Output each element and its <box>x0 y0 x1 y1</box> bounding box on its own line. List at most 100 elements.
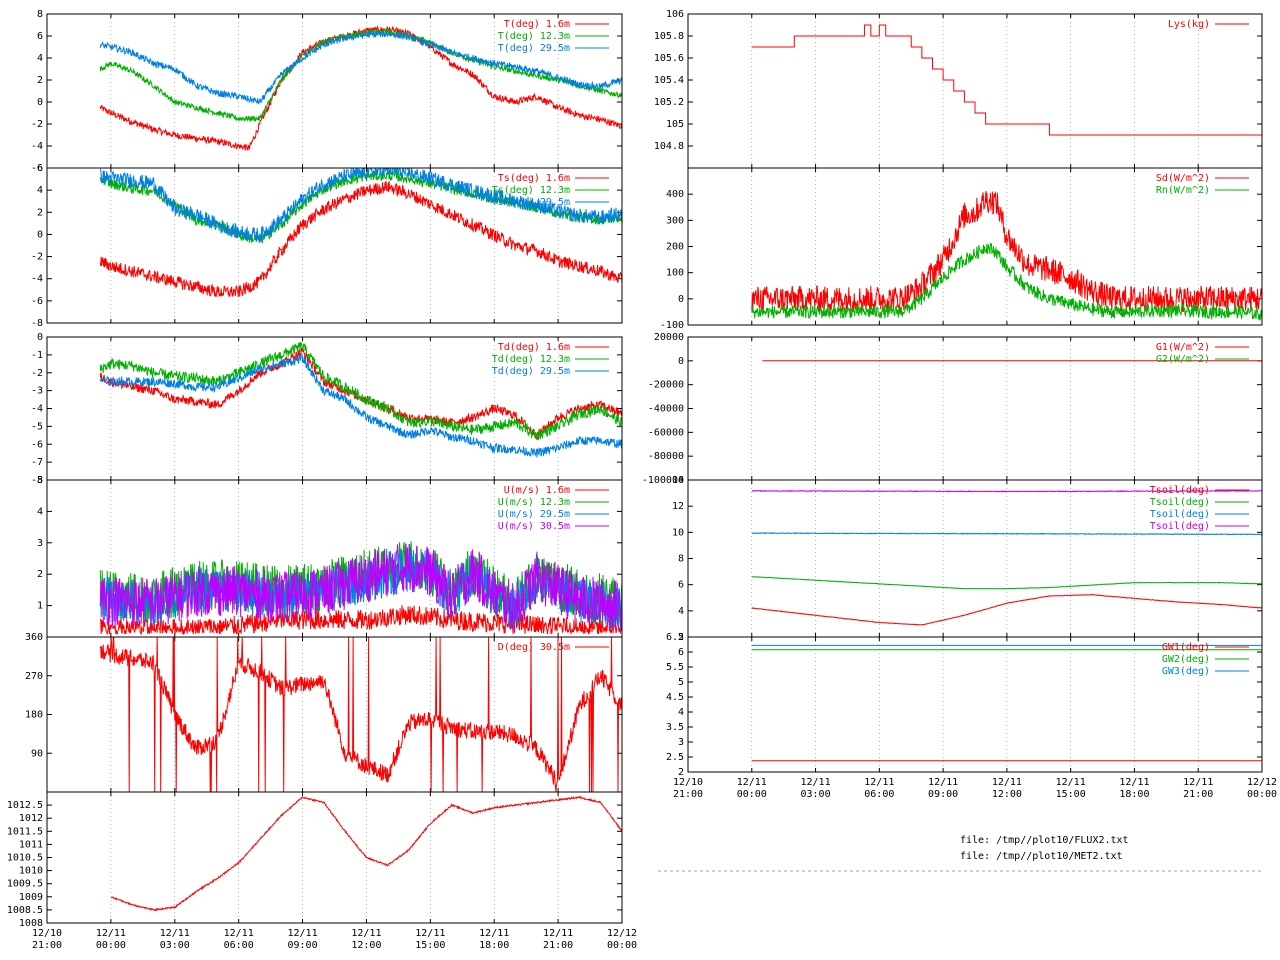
x-tick-label-time: 21:00 <box>673 789 703 800</box>
plot-area: -6 -4 -2 0 2 4 6 8 T(deg) 1.6mT(deg) 12.3mT(deg)… <box>7 9 1277 951</box>
y-tick-label: -2 <box>31 368 43 379</box>
y-tick-label: 0 <box>37 229 43 240</box>
legend-label: U(m/s) 30.5m <box>498 521 570 532</box>
series-pressure-0 <box>110 795 622 912</box>
y-tick-label: -8 <box>31 475 43 486</box>
x-tick-label-time: 09:00 <box>288 940 318 951</box>
series-soil-temp-3 <box>751 489 1262 493</box>
file-label-flux: file: /tmp//plot10/FLUX2.txt <box>960 835 1129 846</box>
y-tick-label: -2 <box>31 252 43 263</box>
series-soil-temp-2 <box>751 532 1262 536</box>
y-tick-label: 2 <box>37 569 43 580</box>
legend-label: GW2(deg) <box>1162 654 1210 665</box>
series-wind-speed-0 <box>99 605 622 636</box>
series-radiation-0 <box>751 190 1262 312</box>
chart-soil-temp: 2468101214Tsoil(deg)Tsoil(deg)Tsoil(deg)… <box>672 475 1263 643</box>
y-tick-label: -4 <box>31 141 43 152</box>
y-tick-label: 1009 <box>19 892 43 903</box>
series-wind-dir-0 <box>99 637 622 792</box>
y-tick-label: 90 <box>31 748 43 759</box>
y-tick-label: 100 <box>666 268 684 279</box>
y-tick-label: 400 <box>666 189 684 200</box>
y-tick-label: -8 <box>31 318 43 329</box>
y-tick-label: 0 <box>678 294 684 305</box>
legend-label: U(m/s) 12.3m <box>498 497 570 508</box>
chart-wind-speed: 1 2 3 4 5 U(m/s) 1.6mU(m/s) 12.3mU(m/s) 29.5m… <box>37 475 623 638</box>
x-tick-label-date: 12/11 <box>737 777 767 788</box>
y-tick-label: -40000 <box>648 404 684 415</box>
legend-label: GW3(deg) <box>1162 666 1210 677</box>
chart-wind-dir: 90 180 270 360 D(deg) 30.5m <box>25 632 623 793</box>
chart-lys: 104.8 105 105.2 105.4 105.6 105.8 106 Lys(kg) <box>654 9 1263 169</box>
y-tick-label: 2 <box>37 75 43 86</box>
series-lys-0 <box>751 24 1262 136</box>
y-tick-label: 105 <box>666 119 684 130</box>
x-tick-label-time: 00:00 <box>607 940 637 951</box>
y-tick-label: -7 <box>31 457 43 468</box>
x-tick-label-time: 06:00 <box>864 789 894 800</box>
y-tick-label: 180 <box>25 710 43 721</box>
y-tick-label: 4 <box>37 185 43 196</box>
x-tick-label-time: 21:00 <box>32 940 62 951</box>
plot-frame <box>46 791 623 924</box>
y-tick-label: 3.5 <box>666 722 684 733</box>
y-tick-label: 0 <box>37 332 43 343</box>
legend-label: Tsoil(deg) <box>1150 521 1210 532</box>
x-tick-label-time: 15:00 <box>1056 789 1086 800</box>
x-tick-label-time: 21:00 <box>1183 789 1213 800</box>
legend-label: U(m/s) 29.5m <box>498 509 570 520</box>
x-tick-label-date: 12/11 <box>96 928 126 939</box>
x-tick-label-date: 12/11 <box>1056 777 1086 788</box>
y-tick-label: 3 <box>678 737 684 748</box>
y-tick-label: 6 <box>678 647 684 658</box>
y-tick-label: 14 <box>672 475 684 486</box>
legend-label: GW1(deg) <box>1162 642 1210 653</box>
x-tick-label-date: 12/11 <box>479 928 509 939</box>
y-tick-label: 6 <box>37 163 43 174</box>
x-tick-label-time: 18:00 <box>479 940 509 951</box>
y-tick-label: -100000 <box>642 475 684 486</box>
legend-label: Rn(W/m^2) <box>1156 185 1210 196</box>
y-tick-label: 360 <box>25 632 43 643</box>
y-tick-label: 105.4 <box>654 75 684 86</box>
series-air-temp-0 <box>99 25 622 151</box>
x-tick-label-time: 12:00 <box>351 940 381 951</box>
x-tick-label-date: 12/11 <box>864 777 894 788</box>
y-tick-label: -60000 <box>648 427 684 438</box>
chart-pressure: 12/1021:0012/1100:0012/1103:0012/1106:00… <box>7 791 637 951</box>
series-air-temp-2 <box>99 30 622 105</box>
series-dewpoint-2 <box>99 353 622 458</box>
y-tick-label: 1011 <box>19 839 43 850</box>
x-tick-label-time: 09:00 <box>928 789 958 800</box>
y-tick-label: -1 <box>31 350 43 361</box>
y-tick-label: 1010.5 <box>7 853 43 864</box>
y-tick-label: 4 <box>37 506 43 517</box>
y-tick-label: -4 <box>31 274 43 285</box>
series-radiation-1 <box>751 243 1262 321</box>
y-tick-label: 2 <box>678 632 684 643</box>
series-sonic-temp-2 <box>99 168 622 242</box>
x-tick-label-time: 03:00 <box>160 940 190 951</box>
chart-ground-flux: -100000 -80000 -60000 -40000 -20000 0 20000 G1(… <box>642 332 1263 486</box>
legend-label: Td(deg) 12.3m <box>492 354 570 365</box>
y-tick-label: 300 <box>666 215 684 226</box>
chart-radiation: -100 0 100 200 300 400 Sd(W/m^2)Rn(W/m^2) <box>660 167 1263 331</box>
y-tick-label: 4 <box>678 707 684 718</box>
x-tick-label-date: 12/11 <box>351 928 381 939</box>
x-tick-label-time: 21:00 <box>543 940 573 951</box>
plot-frame <box>687 13 1263 169</box>
x-tick-label-time: 18:00 <box>1119 789 1149 800</box>
series-dewpoint-1 <box>99 341 622 441</box>
x-tick-label-time: 03:00 <box>801 789 831 800</box>
x-tick-label-date: 12/11 <box>224 928 254 939</box>
series-soil-temp-0 <box>751 593 1262 626</box>
y-tick-label: 6.5 <box>666 632 684 643</box>
series-soil-temp-1 <box>751 576 1262 590</box>
series-sonic-temp-0 <box>99 181 622 298</box>
legend-label: Td(deg) 29.5m <box>492 366 570 377</box>
legend-label: Ts(deg) 12.3m <box>492 185 570 196</box>
x-tick-label-date: 12/11 <box>1119 777 1149 788</box>
y-tick-label: -80000 <box>648 451 684 462</box>
